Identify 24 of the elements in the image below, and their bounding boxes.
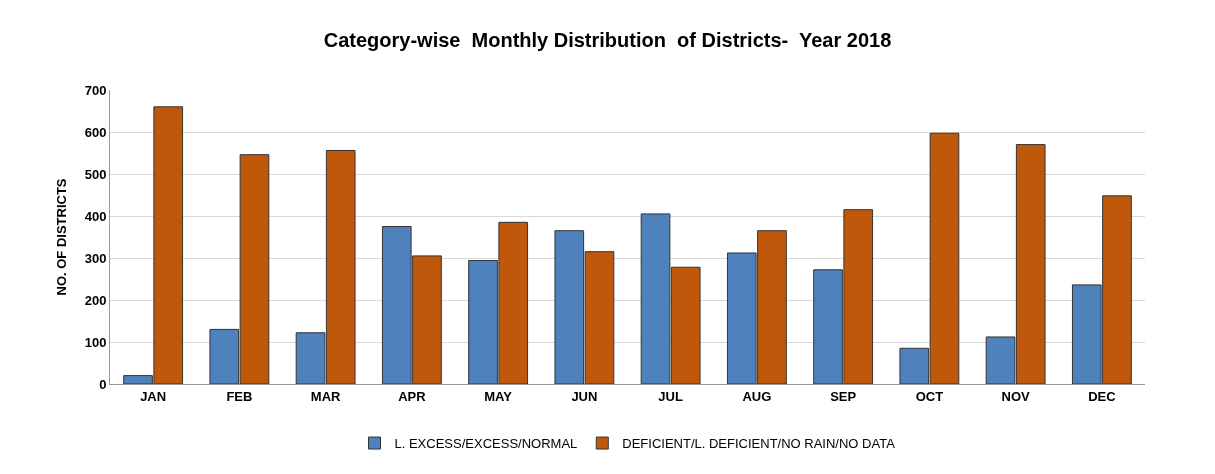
x-tick-label: AUG <box>742 388 772 404</box>
y-tick-label: 500 <box>84 166 107 182</box>
x-tick-label: NOV <box>1001 388 1031 404</box>
x-tick-label: APR <box>398 388 427 404</box>
x-tick-label: SEP <box>830 388 857 404</box>
legend-label: DEFICIENT/L. DEFICIENT/NO RAIN/NO DATA <box>622 436 896 452</box>
y-tick-label: 0 <box>99 376 107 392</box>
x-tick-label: JUN <box>571 388 598 404</box>
x-tick-label: MAY <box>484 388 513 404</box>
y-tick-label: 100 <box>84 334 107 350</box>
x-tick-label: JUL <box>658 388 683 404</box>
x-tick-label: MAR <box>310 388 342 404</box>
y-tick-label: 400 <box>84 208 107 224</box>
y-tick-label: 200 <box>84 292 107 308</box>
x-tick-label: FEB <box>226 388 253 404</box>
y-axis-title: NO. OF DISTRICTS <box>53 178 69 296</box>
y-tick-label: 700 <box>84 82 107 98</box>
y-tick-label: 600 <box>84 124 107 140</box>
chart-title: Category-wise Monthly Distribution of Districts- Year 2018 <box>323 29 892 52</box>
x-tick-label: DEC <box>1088 388 1117 404</box>
y-tick-label: 300 <box>84 250 107 266</box>
legend-label: L. EXCESS/EXCESS/NORMAL <box>394 436 578 452</box>
x-tick-label: OCT <box>915 388 944 404</box>
x-tick-label: JAN <box>140 388 167 404</box>
